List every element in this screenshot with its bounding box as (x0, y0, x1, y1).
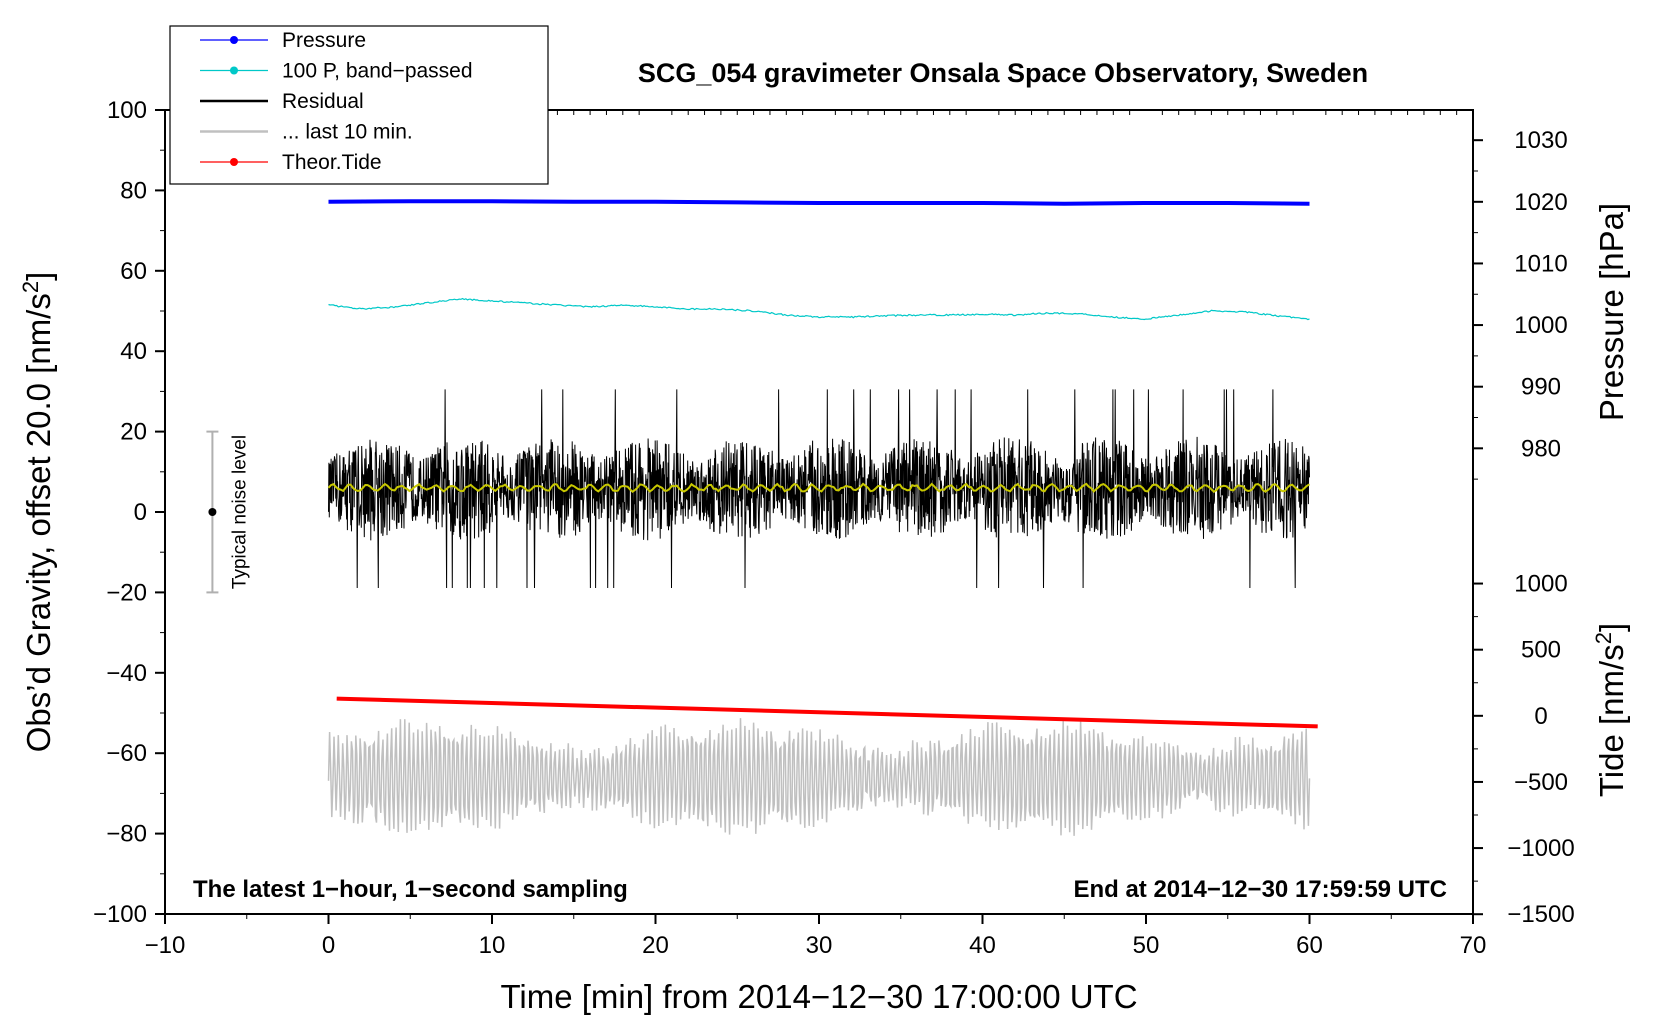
y-axis-title-main-end: ] (20, 272, 57, 281)
noise-indicator: Typical noise level (206, 430, 250, 594)
y-axis-title-pressure: Pressure [hPa] (1593, 203, 1630, 421)
x-tick-label: 50 (1133, 932, 1160, 959)
tide-tick-label: −500 (1514, 769, 1568, 796)
tide-tick-label: 0 (1534, 703, 1547, 730)
legend-box (169, 25, 549, 185)
noise-bar-center-dot (208, 508, 217, 516)
y-tick-label: −80 (106, 821, 147, 848)
y-tick-label: 60 (120, 258, 147, 285)
legend-entry-label: 100 P, band−passed (282, 60, 473, 83)
y-tick-label: 100 (107, 97, 147, 124)
tide-tick-label: 500 (1521, 637, 1561, 664)
footer-right-label: End at 2014−12−30 17:59:59 UTC (1073, 876, 1447, 903)
pressure-tick-label: 1000 (1514, 312, 1567, 339)
pressure-tick-label: 1010 (1514, 250, 1567, 277)
legend-swatch-marker (230, 36, 238, 44)
y-axis-title-main-sup: 2 (18, 281, 43, 293)
x-axis-title: Time [min] from 2014−12−30 17:00:00 UTC (500, 978, 1137, 1015)
y-axis-title-main: Obs’d Gravity, offset 20.0 [nm/s2] (18, 272, 58, 753)
x-tick-label: 40 (969, 932, 996, 959)
series-last-10-min-line (327, 718, 1311, 836)
y-axis-title-main-text: Obs’d Gravity, offset 20.0 [nm/s (20, 293, 57, 752)
y-tick-label: −100 (93, 901, 147, 928)
series-residual-mean-line (327, 482, 1311, 494)
tide-tick-label: 1000 (1514, 571, 1567, 598)
y-tick-label: −60 (106, 740, 147, 767)
pressure-tick-label: 1030 (1514, 127, 1567, 154)
pressure-tick-label: 1020 (1514, 189, 1567, 216)
pressure-tick-label: 980 (1521, 435, 1561, 462)
x-tick-label: 60 (1296, 932, 1323, 959)
y-axis-title-tide-sup: 2 (1591, 632, 1616, 644)
x-tick-label: 70 (1460, 932, 1487, 959)
pressure-tick-label: 990 (1521, 374, 1561, 401)
y-axis-title-tide-end: ] (1593, 623, 1630, 632)
chart-title: SCG_054 gravimeter Onsala Space Observat… (638, 58, 1368, 88)
y-tick-label: 20 (120, 419, 147, 446)
plot-series (327, 199, 1318, 836)
series-residual-line (328, 389, 1310, 589)
legend-swatch-marker (230, 158, 238, 166)
legend-entry-label: Theor.Tide (282, 151, 382, 174)
legend-entry-label: Pressure (282, 29, 366, 52)
tide-tick-label: −1000 (1507, 835, 1574, 862)
x-tick-label: 0 (322, 932, 335, 959)
tide-tick-label: −1500 (1507, 901, 1574, 928)
footer-left-label: The latest 1−hour, 1−second sampling (193, 876, 628, 903)
y-tick-label: −20 (106, 579, 147, 606)
legend-swatch-marker (230, 66, 238, 75)
series-band-passed-line (328, 297, 1310, 321)
noise-level-label: Typical noise level (229, 435, 250, 589)
legend-entry-label: Residual (282, 90, 364, 113)
y-tick-label: 40 (120, 338, 147, 365)
y-tick-label: 80 (120, 177, 147, 204)
x-tick-label: 30 (806, 932, 833, 959)
series-pressure-line (328, 199, 1310, 206)
legend: Pressure 100 P, band−passed Residual ... la… (169, 25, 549, 185)
y-tick-label: −40 (106, 660, 147, 687)
x-tick-label: −10 (145, 932, 186, 959)
legend-entry-label: ... last 10 min. (282, 121, 413, 144)
y-tick-label: 0 (134, 499, 147, 526)
axes: −10 0 10 20 30 40 50 60 70−100−80−60−40−20020406… (93, 97, 1575, 959)
y-axis-title-tide-text: Tide [nm/s (1593, 644, 1630, 797)
series-theor-tide-line (336, 696, 1318, 729)
y-axis-title-tide: Tide [nm/s2] (1591, 623, 1631, 797)
x-tick-label: 20 (642, 932, 669, 959)
x-tick-label: 10 (479, 932, 506, 959)
